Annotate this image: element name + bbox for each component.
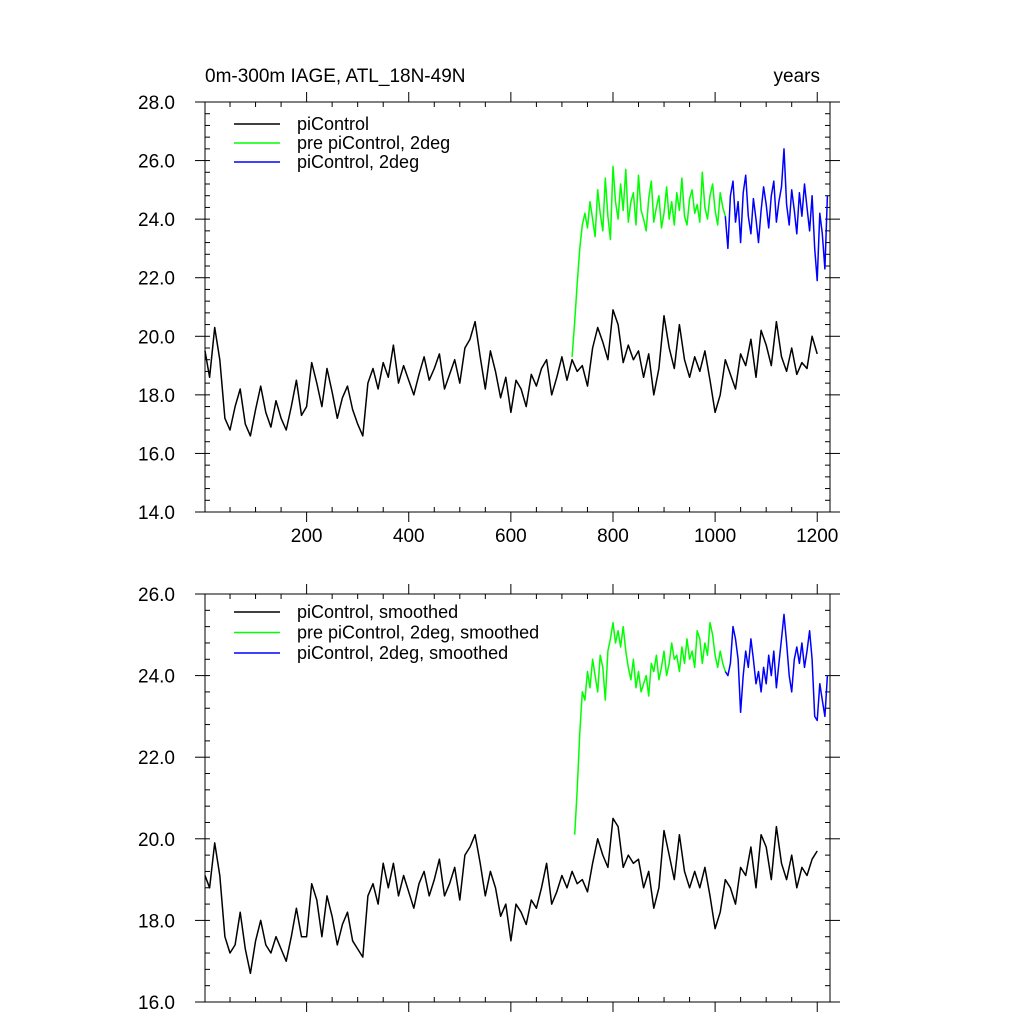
chart-title-right: years [774, 66, 820, 87]
x-tick-label: 1000 [694, 526, 736, 547]
y-tick-label: 26.0 [138, 152, 175, 173]
legend-label: piControl, 2deg [297, 152, 419, 172]
y-tick-label: 16.0 [138, 444, 175, 465]
legend-label: pre piControl, 2deg, smoothed [297, 623, 539, 643]
bottom-panel: 16.0 18.0 20.0 22.0 24.0 26.0 piControl, smoot… [138, 584, 840, 1014]
y-tick-label: 26.0 [138, 585, 175, 606]
series-line-1 [571, 165, 727, 357]
legend-label: piControl, 2deg, smoothed [297, 643, 508, 663]
x-tick-label: 400 [393, 526, 425, 547]
series-line-1 [573, 621, 727, 835]
chart-title: 0m-300m IAGE, ATL_18N-49N [205, 66, 465, 87]
y-tick-label: 28.0 [138, 93, 175, 114]
plot-frame [204, 593, 831, 1003]
y-tick-label: 22.0 [138, 269, 175, 290]
y-tick-label: 24.0 [138, 210, 175, 231]
y-tick-label: 16.0 [138, 993, 175, 1014]
y-tick-label: 18.0 [138, 386, 175, 407]
legend-label: piControl [297, 114, 369, 134]
y-tick-label: 14.0 [138, 503, 175, 524]
y-tick-label: 22.0 [138, 748, 175, 769]
series-line-0 [204, 817, 818, 975]
y-tick-label: 24.0 [138, 667, 175, 688]
x-tick-label: 1200 [796, 526, 838, 547]
series-line-2 [724, 613, 829, 722]
y-tick-label: 18.0 [138, 911, 175, 932]
top-panel: 200 400 600 800 1000 1200 14.0 16.0 18.0 20.0 22.0… [138, 66, 840, 547]
legend-label: piControl, smoothed [297, 602, 458, 622]
plot-frame [204, 101, 831, 513]
x-tick-label: 800 [597, 526, 629, 547]
series-line-2 [724, 148, 829, 282]
y-tick-label: 20.0 [138, 830, 175, 851]
x-tick-label: 600 [495, 526, 527, 547]
legend-label: pre piControl, 2deg [297, 133, 450, 153]
y-tick-label: 20.0 [138, 327, 175, 348]
series-line-0 [204, 309, 818, 437]
x-tick-label: 200 [291, 526, 323, 547]
